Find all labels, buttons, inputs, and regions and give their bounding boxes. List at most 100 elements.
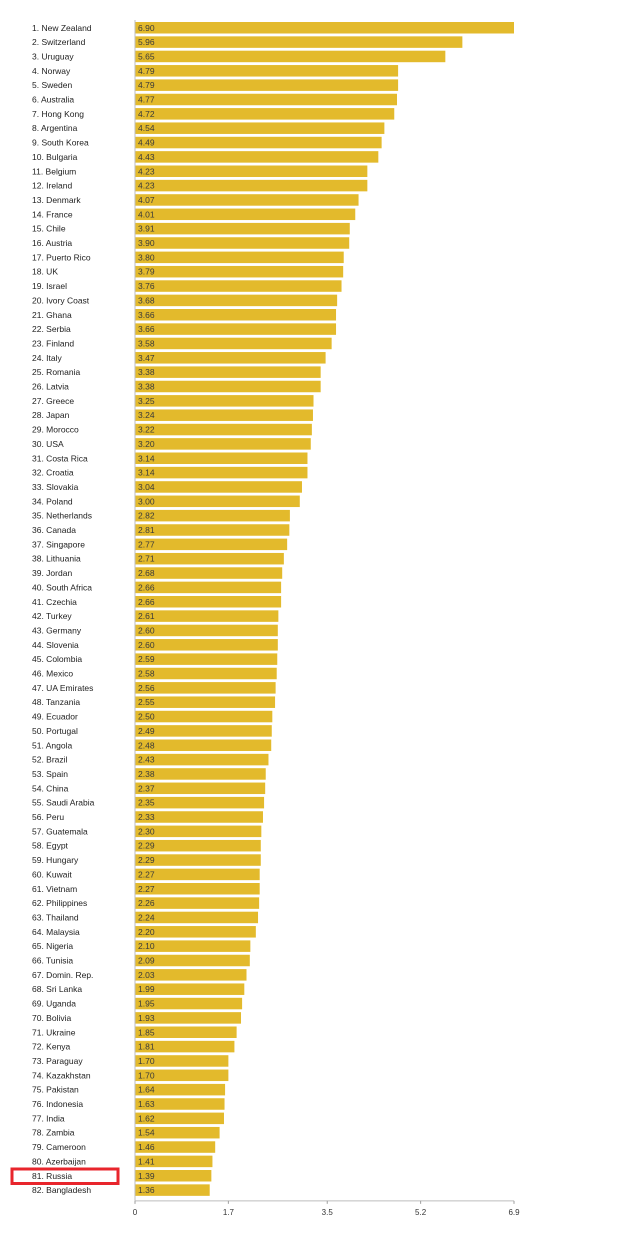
bar: [135, 753, 269, 766]
category-label: 42. Turkey: [32, 611, 72, 621]
bar: [135, 667, 277, 680]
value-label: 4.77: [138, 95, 155, 105]
value-label: 1.85: [138, 1027, 155, 1037]
x-tick-label: 0: [133, 1208, 138, 1217]
value-label: 2.60: [138, 625, 155, 635]
bar: [135, 495, 300, 508]
value-label: 4.49: [138, 138, 155, 148]
value-label: 4.79: [138, 80, 155, 90]
category-label: 68. Sri Lanka: [32, 984, 82, 994]
value-label: 3.66: [138, 324, 155, 334]
bar: [135, 969, 247, 981]
category-label: 46. Mexico: [32, 669, 73, 679]
category-label: 62. Philippines: [32, 898, 87, 908]
category-label: 49. Ecuador: [32, 712, 78, 722]
category-label: 37. Singapore: [32, 539, 85, 549]
value-label: 4.23: [138, 166, 155, 176]
category-label: 12. Ireland: [32, 181, 72, 191]
category-label: 65. Nigeria: [32, 941, 73, 951]
bar: [135, 1040, 235, 1053]
value-label: 3.00: [138, 496, 155, 506]
bar: [135, 624, 278, 637]
bar: [135, 825, 262, 838]
category-label: 17. Puerto Rico: [32, 252, 91, 262]
bar: [135, 868, 260, 881]
bar: [135, 696, 276, 708]
category-label: 82. Bangladesh: [32, 1185, 91, 1195]
value-label: 3.14: [138, 453, 155, 463]
bar: [135, 380, 321, 393]
bar: [135, 1126, 220, 1139]
bar: [135, 93, 398, 106]
value-label: 2.33: [138, 812, 155, 822]
value-label: 1.41: [138, 1156, 155, 1166]
bar: [135, 1112, 224, 1125]
category-label: 16. Austria: [32, 238, 72, 248]
category-label: 34. Poland: [32, 496, 73, 506]
value-label: 2.82: [138, 511, 155, 521]
value-label: 3.90: [138, 238, 155, 248]
value-label: 5.65: [138, 51, 155, 61]
value-label: 1.81: [138, 1042, 155, 1052]
value-label: 3.38: [138, 367, 155, 377]
category-label: 77. India: [32, 1113, 65, 1123]
bars-group: [135, 22, 514, 1196]
value-label: 2.81: [138, 525, 155, 535]
bar: [135, 581, 282, 594]
bar: [135, 337, 332, 350]
bar: [135, 136, 382, 149]
value-label: 3.24: [138, 410, 155, 420]
x-tick-label: 3.5: [322, 1208, 334, 1217]
x-tick-label: 6.9: [508, 1208, 520, 1217]
category-label: 40. South Africa: [32, 582, 92, 592]
value-label: 2.43: [138, 755, 155, 765]
category-label: 53. Spain: [32, 769, 68, 779]
value-label: 2.66: [138, 582, 155, 592]
category-label: 4. Norway: [32, 66, 71, 76]
category-label: 32. Croatia: [32, 468, 74, 478]
category-label: 27. Greece: [32, 396, 74, 406]
category-label: 35. Netherlands: [32, 511, 92, 521]
value-label: 2.56: [138, 683, 155, 693]
bar: [135, 222, 350, 235]
category-label: 24. Italy: [32, 353, 63, 363]
value-label: 1.36: [138, 1185, 155, 1195]
bar: [135, 639, 278, 651]
value-label: 2.49: [138, 726, 155, 736]
category-label: 26. Latvia: [32, 382, 69, 392]
bar: [135, 309, 337, 321]
bar: [135, 452, 308, 464]
value-label: 2.29: [138, 841, 155, 851]
bar: [135, 883, 260, 895]
category-label: 20. Ivory Coast: [32, 295, 90, 305]
value-label: 2.38: [138, 769, 155, 779]
value-label: 2.71: [138, 554, 155, 564]
bar: [135, 323, 337, 335]
bar: [135, 1069, 229, 1082]
value-label: 3.76: [138, 281, 155, 291]
value-label: 2.30: [138, 826, 155, 836]
bar: [135, 165, 368, 177]
bar: [135, 768, 266, 780]
value-label: 2.58: [138, 669, 155, 679]
value-label: 3.91: [138, 224, 155, 234]
category-label: 5. Sweden: [32, 80, 72, 90]
bar: [135, 65, 399, 77]
value-label: 1.95: [138, 999, 155, 1009]
bar: [135, 538, 288, 551]
category-label: 9. South Korea: [32, 138, 89, 148]
category-label: 41. Czechia: [32, 597, 77, 607]
category-label: 63. Thailand: [32, 912, 79, 922]
category-label: 30. USA: [32, 439, 64, 449]
category-label: 78. Zambia: [32, 1128, 75, 1138]
bar: [135, 409, 313, 421]
value-label: 1.63: [138, 1099, 155, 1109]
value-label: 4.01: [138, 209, 155, 219]
category-label: 7. Hong Kong: [32, 109, 84, 119]
bar: [135, 352, 326, 364]
category-label: 58. Egypt: [32, 841, 69, 851]
category-label: 1. New Zealand: [32, 23, 92, 33]
x-tick-label: 5.2: [415, 1208, 427, 1217]
value-label: 3.20: [138, 439, 155, 449]
value-label: 1.99: [138, 984, 155, 994]
